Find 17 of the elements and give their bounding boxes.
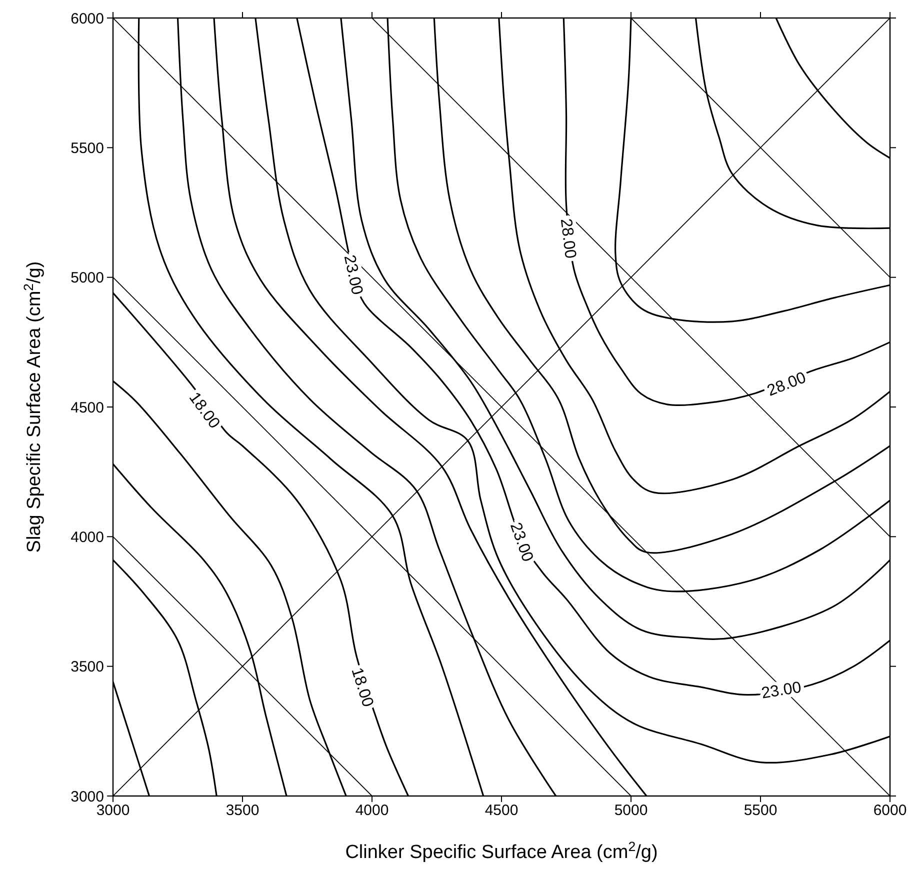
x-axis-title: Clinker Specific Surface Area (cm$^{2}$/g) <box>345 838 658 863</box>
y-tick-label: 3500 <box>70 658 104 676</box>
y-tick-label: 5500 <box>70 140 104 157</box>
x-tick-label: 6000 <box>873 802 907 819</box>
y-tick-label: 6000 <box>70 10 104 28</box>
x-tick-label: 4500 <box>484 802 518 819</box>
x-tick-label: 4000 <box>355 802 389 819</box>
y-tick-label: 4000 <box>70 528 104 546</box>
x-tick-label: 5000 <box>614 802 648 819</box>
annotation: 18.00 <box>348 666 376 710</box>
annotation: 23.00 <box>506 520 536 564</box>
x-tick-label: 3500 <box>226 802 260 819</box>
y-tick-label: 4500 <box>70 399 104 416</box>
annotation: 23.00 <box>760 679 803 702</box>
annotation: 28.00 <box>556 218 579 260</box>
x-tick-label: 5500 <box>744 802 778 819</box>
y-tick-label: 5000 <box>70 270 104 287</box>
